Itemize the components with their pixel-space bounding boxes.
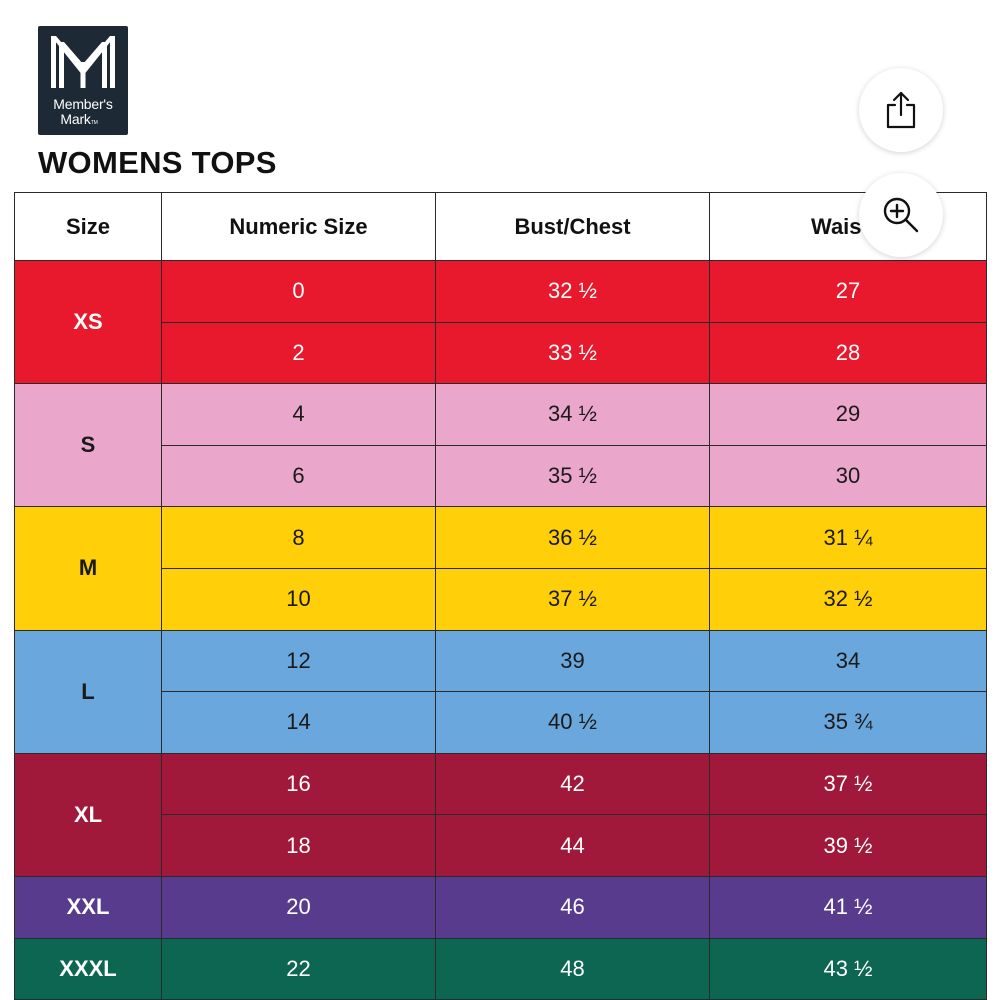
size-table: Size Numeric Size Bust/Chest Wais XS 0 32 …	[14, 192, 987, 1000]
numeric-size-cell: 4	[161, 383, 436, 446]
bust-cell: 40 ½	[435, 691, 710, 754]
table-row: 14 40 ½ 35 ¾	[14, 691, 987, 754]
table-row: S 4 34 ½ 29	[14, 383, 987, 508]
bust-cell: 36 ½	[435, 506, 710, 569]
table-row: XS 0 32 ½ 27	[14, 259, 987, 385]
table-row: M 8 36 ½ 31 ¼	[14, 506, 987, 631]
size-table-body: XS 0 32 ½ 27 2 33 ½ 28 S 4 34 ½ 29 6 35 ½ 30 M 8 36 ½ 31 …	[14, 259, 987, 1000]
bust-cell: 48	[435, 937, 710, 1000]
table-row: 18 44 39 ½	[14, 814, 987, 877]
header-waist: Wais	[709, 192, 987, 261]
numeric-size-cell: 20	[161, 875, 436, 939]
table-row: 10 37 ½ 32 ½	[14, 567, 987, 631]
numeric-size-cell: 12	[161, 629, 436, 693]
waist-cell: 35 ¾	[709, 691, 987, 754]
table-row: L 12 39 34	[14, 629, 987, 754]
numeric-size-cell: 14	[161, 691, 436, 754]
numeric-size-cell: 18	[161, 814, 436, 877]
size-label-cell: XL	[14, 752, 162, 877]
numeric-size-cell: 0	[161, 260, 436, 323]
zoom-in-icon	[883, 197, 919, 233]
bust-cell: 32 ½	[435, 260, 710, 323]
members-mark-m-icon	[51, 36, 115, 88]
waist-cell: 29	[709, 383, 987, 446]
waist-cell: 39 ½	[709, 814, 987, 877]
waist-cell: 43 ½	[709, 937, 987, 1000]
size-label-cell: XXL	[14, 875, 162, 939]
waist-cell: 27	[709, 260, 987, 323]
size-label-cell: XS	[14, 259, 162, 385]
size-label-cell: L	[14, 629, 162, 754]
table-row: 2 33 ½ 28	[14, 321, 987, 385]
zoom-button[interactable]	[859, 173, 943, 257]
share-button[interactable]	[859, 68, 943, 152]
bust-cell: 33 ½	[435, 321, 710, 385]
table-row: XXXL 22 48 43 ½	[14, 937, 987, 1000]
table-row: XXL 20 46 41 ½	[14, 875, 987, 939]
bust-cell: 44	[435, 814, 710, 877]
numeric-size-cell: 22	[161, 937, 436, 1000]
waist-cell: 28	[709, 321, 987, 385]
numeric-size-cell: 6	[161, 444, 436, 508]
header-bust-chest: Bust/Chest	[435, 192, 710, 261]
bust-cell: 35 ½	[435, 444, 710, 508]
logo-text-line2: MarkTM	[38, 112, 128, 131]
bust-cell: 37 ½	[435, 567, 710, 631]
logo-text-mark: Mark	[60, 111, 91, 127]
logo-trademark: TM	[90, 120, 98, 126]
table-header-row: Size Numeric Size Bust/Chest Wais	[14, 192, 987, 261]
members-mark-logo: Member's MarkTM	[38, 26, 128, 135]
page-title: WOMENS TOPS	[38, 145, 277, 180]
bust-cell: 34 ½	[435, 383, 710, 446]
size-label-cell: M	[14, 506, 162, 631]
numeric-size-cell: 8	[161, 506, 436, 569]
share-icon	[886, 91, 916, 129]
size-label-cell: XXXL	[14, 937, 162, 1000]
bust-cell: 42	[435, 752, 710, 816]
waist-cell: 41 ½	[709, 875, 987, 939]
waist-cell: 30	[709, 444, 987, 508]
bust-cell: 39	[435, 629, 710, 693]
waist-cell: 32 ½	[709, 567, 987, 631]
numeric-size-cell: 10	[161, 567, 436, 631]
header-size: Size	[14, 192, 162, 261]
waist-cell: 31 ¼	[709, 506, 987, 569]
header-numeric-size: Numeric Size	[161, 192, 436, 261]
numeric-size-cell: 2	[161, 321, 436, 385]
bust-cell: 46	[435, 875, 710, 939]
size-label-cell: S	[14, 383, 162, 508]
waist-cell: 37 ½	[709, 752, 987, 816]
logo-text-line1: Member's	[53, 96, 113, 112]
waist-cell: 34	[709, 629, 987, 693]
numeric-size-cell: 16	[161, 752, 436, 816]
table-row: XL 16 42 37 ½	[14, 752, 987, 877]
